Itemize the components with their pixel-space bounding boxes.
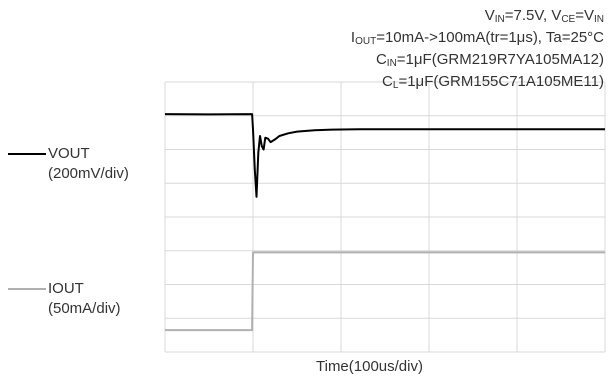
legend-vout-scale: (200mV/div) <box>48 165 129 182</box>
series-line-iout <box>165 251 605 332</box>
legend-vout: VOUT (200mV/div) <box>8 144 129 184</box>
legend-iout-label: IOUT <box>48 280 84 297</box>
chart-traces <box>164 113 605 332</box>
condition-line-voltage: VIN=7.5V, VCE=VIN <box>484 7 604 25</box>
legend-vout-swatch <box>8 153 46 155</box>
series-line-vout <box>164 113 605 198</box>
legend-iout-scale: (50mA/div) <box>48 300 121 317</box>
legend-vout-label: VOUT <box>48 145 90 162</box>
condition-line-cin: CIN=1μF(GRM219R7YA105MA12) <box>375 51 604 69</box>
legend-iout-swatch <box>8 288 46 290</box>
chart-grid <box>164 81 606 353</box>
legend-iout: IOUT (50mA/div) <box>8 279 121 319</box>
condition-line-current: IOUT=10mA->100mA(tr=1μs), Ta=25°C <box>350 29 604 47</box>
x-axis-label: Time(100us/div) <box>316 358 423 375</box>
condition-line-cl: CL=1μF(GRM155C71A105ME11) <box>382 73 604 91</box>
